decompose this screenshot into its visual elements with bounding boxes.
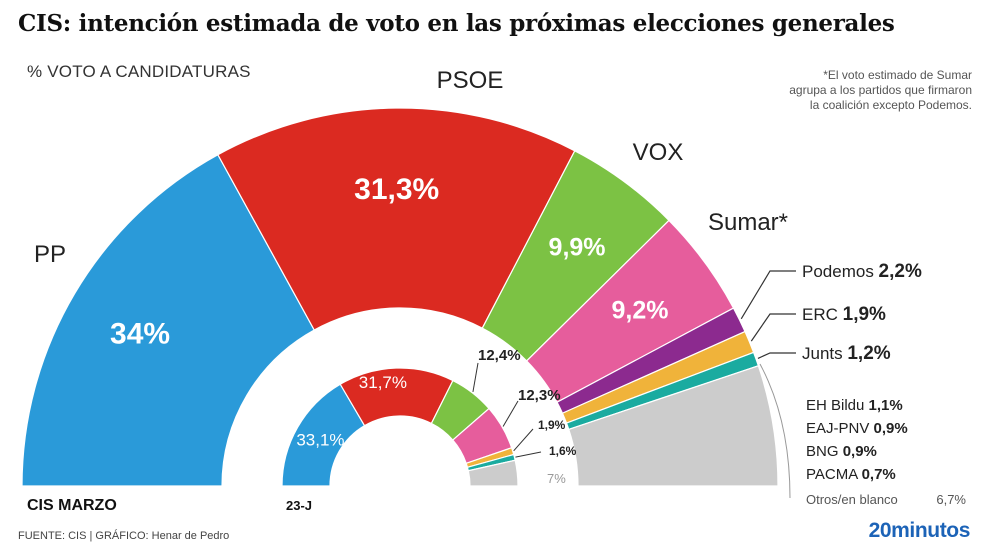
inner-value-label-sumar: 12,3% bbox=[518, 387, 561, 404]
inner-value-label-vox: 12,4% bbox=[478, 347, 521, 364]
cis-marzo-slice-otros bbox=[568, 365, 779, 487]
cis-marzo-slice-psoe bbox=[217, 107, 576, 331]
outer-party-name-psoe: PSOE bbox=[437, 67, 504, 94]
callout-label-junts: Junts 1,2% bbox=[802, 343, 891, 364]
23-j-slice-otros bbox=[467, 459, 519, 487]
inner-value-label-pp: 33,1% bbox=[296, 430, 344, 449]
footnote-line: agrupa a los partidos que firmaron bbox=[789, 83, 972, 97]
small-party-name: BNG bbox=[806, 443, 843, 460]
small-party-value: 0,9% bbox=[843, 443, 877, 460]
callout-label-podemos: Podemos 2,2% bbox=[802, 261, 922, 282]
outer-party-name-pp: PP bbox=[34, 241, 66, 268]
small-party-value: 0,7% bbox=[862, 466, 896, 483]
inner-value-label-psoe: 31,7% bbox=[359, 373, 407, 392]
outer-chart-name: CIS MARZO bbox=[27, 497, 117, 514]
small-party-others-value: 6,7% bbox=[936, 492, 966, 507]
callout-label-erc: ERC 1,9% bbox=[802, 304, 886, 325]
outer-party-name-sumar: Sumar* bbox=[708, 209, 788, 236]
inner-callout-leader-erc bbox=[513, 428, 534, 452]
callout-party-erc: ERC bbox=[802, 305, 843, 324]
source-credit: FUENTE: CIS | GRÁFICO: Henar de Pedro bbox=[18, 530, 230, 542]
outer-value-label-sumar: 9,2% bbox=[611, 296, 668, 324]
callout-leader-podemos bbox=[740, 270, 796, 320]
small-party-name: EH Bildu bbox=[806, 397, 869, 414]
inner-callout-leader-vox bbox=[472, 362, 479, 393]
inner-value-label-otros: 7% bbox=[547, 471, 566, 486]
small-party-eaj-pnv: EAJ-PNV 0,9% bbox=[806, 420, 908, 437]
outer-value-label-vox: 9,9% bbox=[549, 233, 606, 261]
callout-party-podemos: Podemos bbox=[802, 262, 879, 281]
small-party-name: PACMA bbox=[806, 466, 862, 483]
small-party-eh-bildu: EH Bildu 1,1% bbox=[806, 397, 903, 414]
inner-callout-leader-sumar bbox=[502, 400, 519, 427]
callout-value-junts: 1,2% bbox=[847, 343, 890, 364]
outer-value-label-psoe: 31,3% bbox=[354, 173, 439, 206]
chart-subtitle: % VOTO A CANDIDATURAS bbox=[27, 62, 251, 81]
sumar-footnote: *El voto estimado de Sumar agrupa a los … bbox=[712, 68, 972, 113]
inner-value-label-erc: 1,9% bbox=[538, 418, 566, 432]
chart-title: CIS: intención estimada de voto en las p… bbox=[18, 10, 895, 37]
outer-value-label-pp: 34% bbox=[110, 317, 170, 350]
outer-party-name-vox: VOX bbox=[633, 139, 684, 166]
small-party-pacma: PACMA 0,7% bbox=[806, 466, 896, 483]
brand-logo: 20minutos bbox=[868, 519, 971, 542]
others-bracket bbox=[759, 363, 791, 499]
callout-value-erc: 1,9% bbox=[843, 304, 886, 325]
cis-marzo-slice-pp bbox=[21, 153, 316, 487]
footnote-line: la coalición excepto Podemos. bbox=[809, 98, 972, 112]
callout-leader-junts bbox=[757, 352, 796, 359]
small-party-value: 1,1% bbox=[869, 397, 903, 414]
inner-callout-leader-junts bbox=[515, 451, 542, 458]
callout-leader-erc bbox=[750, 313, 796, 342]
small-party-bng: BNG 0,9% bbox=[806, 443, 877, 460]
small-party-name: EAJ-PNV bbox=[806, 420, 874, 437]
footnote-line: *El voto estimado de Sumar bbox=[823, 68, 972, 82]
small-party-value: 0,9% bbox=[874, 420, 908, 437]
inner-chart-name: 23-J bbox=[286, 498, 312, 513]
callout-party-junts: Junts bbox=[802, 344, 847, 363]
small-party-others-name: Otros/en blanco bbox=[806, 492, 898, 507]
inner-value-label-junts: 1,6% bbox=[549, 444, 577, 458]
callout-value-podemos: 2,2% bbox=[879, 261, 922, 282]
